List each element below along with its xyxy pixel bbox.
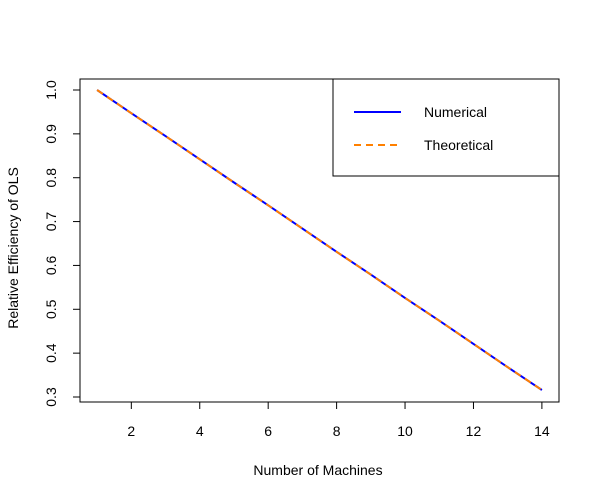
- y-tick-label-1: 0.4: [43, 343, 59, 363]
- x-tick-label-14: 14: [534, 423, 550, 439]
- y-tick-label-7: 1.0: [43, 80, 59, 100]
- legend-label-numerical: Numerical: [424, 104, 487, 120]
- y-axis: 0.3 0.4 0.5 0.6 0.7 0.8 0.9 1.0: [43, 80, 80, 407]
- series-line-theoretical: [96, 89, 543, 391]
- x-tick-label-4: 4: [196, 423, 204, 439]
- y-tick-label-4: 0.7: [43, 212, 59, 232]
- legend-label-theoretical: Theoretical: [424, 137, 493, 153]
- y-axis-label: Relative Efficiency of OLS: [5, 167, 21, 329]
- x-tick-label-6: 6: [264, 423, 272, 439]
- legend: Numerical Theoretical: [332, 78, 560, 177]
- x-tick-label-8: 8: [333, 423, 341, 439]
- y-tick-label-0: 0.3: [43, 387, 59, 407]
- plot-frame: [79, 78, 560, 403]
- y-tick-label-2: 0.5: [43, 299, 59, 319]
- x-axis: 2 4 6 8 10 12 14: [127, 402, 550, 439]
- series-layer: [96, 89, 543, 391]
- y-tick-label-5: 0.8: [43, 168, 59, 188]
- x-tick-label-12: 12: [466, 423, 482, 439]
- legend-box: [332, 78, 560, 177]
- y-tick-label-6: 0.9: [43, 124, 59, 144]
- x-tick-label-2: 2: [127, 423, 135, 439]
- x-tick-label-10: 10: [397, 423, 413, 439]
- x-axis-label: Number of Machines: [253, 462, 382, 478]
- y-tick-label-3: 0.6: [43, 255, 59, 275]
